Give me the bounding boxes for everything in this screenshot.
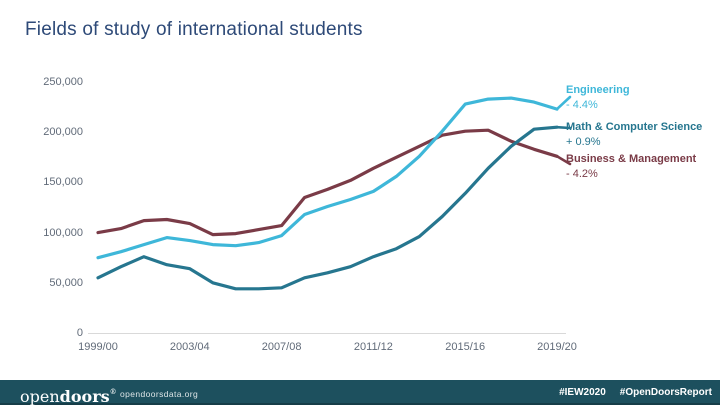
hashtag-iew2020: #IEW2020	[559, 387, 606, 398]
legend-change-engineering: - 4.4%	[566, 98, 598, 111]
opendoors-logo: opendoors®	[20, 382, 117, 405]
legend-label-math-cs: Math & Computer Science	[566, 121, 703, 133]
x-tick-label: 1999/00	[78, 341, 118, 353]
x-tick-label: 2019/20	[537, 341, 577, 353]
line-math-computer-science	[96, 125, 559, 291]
hashtag-opendoorsreport: #OpenDoorsReport	[619, 387, 712, 398]
logo-open: open	[20, 387, 60, 405]
x-tick-label: 2007/08	[261, 341, 302, 353]
y-tick-label: 50,000	[49, 276, 83, 289]
x-tick-label: 2011/12	[353, 341, 393, 353]
line-engineering	[96, 96, 559, 260]
legend-label-business: Business & Management	[566, 153, 697, 165]
legend-connector-0	[555, 95, 572, 111]
legend-item-math-cs: Math & Computer Science + 0.9%	[566, 120, 702, 149]
y-tick-label: 100,000	[43, 226, 83, 239]
legend-connector-2	[555, 154, 572, 166]
legend-item-engineering: Engineering - 4.4%	[566, 83, 630, 112]
legend-item-business: Business & Management - 4.2%	[566, 152, 696, 181]
y-tick-label: 0	[76, 327, 83, 339]
y-tick-label: 250,000	[43, 76, 83, 88]
line-chart	[88, 95, 572, 334]
line-business-management	[96, 128, 559, 237]
legend-label-engineering: Engineering	[566, 84, 630, 96]
logo-doors: doors	[59, 387, 110, 405]
legend-connector-1	[555, 125, 572, 130]
x-tick-label: 2003/04	[169, 341, 210, 353]
footer-site-url: opendoorsdata.org	[120, 389, 199, 399]
footer-bar: opendoors® opendoorsdata.org #IEW2020 #O…	[0, 380, 720, 405]
chart-title: Fields of study of international student…	[25, 19, 363, 40]
y-tick-label: 150,000	[43, 176, 83, 189]
x-tick-label: 2015/16	[445, 341, 486, 353]
registered-mark-icon: ®	[109, 388, 117, 396]
legend-change-business: - 4.2%	[566, 167, 598, 180]
legend-change-math-cs: + 0.9%	[566, 135, 601, 148]
y-tick-label: 200,000	[43, 126, 83, 139]
footer-hashtags: #IEW2020 #OpenDoorsReport	[559, 387, 712, 398]
